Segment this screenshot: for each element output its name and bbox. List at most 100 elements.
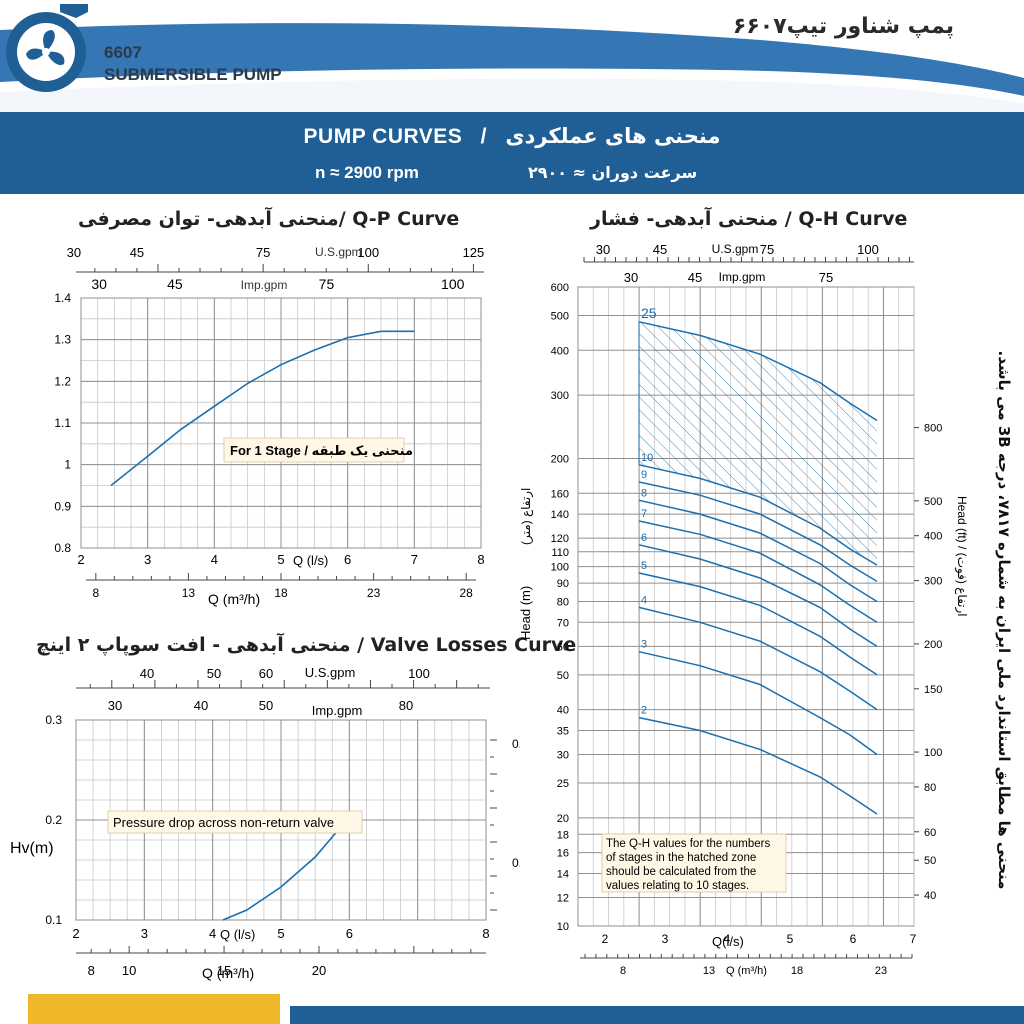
qh-y-tick-label: 14	[557, 868, 569, 880]
qp-impgpm-tick-label: 100	[441, 276, 465, 292]
qh-chart-title: منحنی آبدهی- فشار / Q-H Curve	[590, 208, 908, 230]
qh-impgpm-axis: 30 45 75 Imp.gpm	[624, 270, 833, 285]
qp-y-tick-label: 1	[64, 458, 71, 472]
qh-curve-stage-9	[638, 481, 878, 583]
qh-curve-stage-4	[638, 606, 878, 711]
qp-x-tick-label: 2	[77, 552, 84, 567]
qp-impgpm-tick-label: 75	[319, 276, 335, 292]
qp-m3h-axis: 8 13 18 23 28 Q (m³/h)	[86, 573, 476, 607]
qh-curve-label: 7	[641, 508, 647, 520]
qp-x-tick-label: 8	[477, 552, 484, 567]
speed-en: n ≈ 2900 rpm	[315, 163, 419, 182]
qh-y-tick-label: 18	[557, 829, 569, 841]
qp-impgpm-label: Imp.gpm	[241, 278, 288, 292]
qh-right-tick-label: 500	[924, 496, 942, 508]
banner-separator: /	[480, 125, 487, 148]
valve-impgpm-axis: 30 40 50 80 Imp.gpm	[108, 698, 413, 718]
qp-curve-line	[110, 330, 415, 487]
qh-right-tick-label: 300	[924, 576, 942, 588]
qp-m3h-tick-label: 23	[367, 586, 381, 600]
qh-y-tick-label: 400	[551, 345, 569, 357]
qp-note-text: For 1 Stage / منحنی یک طبقه	[230, 443, 413, 458]
qh-usgpm-tick-label: 100	[857, 242, 879, 257]
valve-y-tick-label: 0.3	[45, 713, 62, 727]
qh-curve-label: 25	[641, 305, 657, 321]
valve-impgpm-label: Imp.gpm	[312, 703, 363, 718]
qh-chart: 30 45 75 100 U.S.gpm 30 45 75 Imp.gpm 2510987…	[518, 242, 969, 977]
qh-note-line: The Q-H values for the numbers	[606, 838, 771, 850]
qh-right-tick-label: 80	[924, 782, 936, 794]
qh-y-tick-label: 90	[557, 578, 569, 590]
qh-y-tick-label: 16	[557, 848, 569, 860]
qh-m3h-label: Q (m³/h)	[726, 965, 767, 977]
qp-x-tick-label: 4	[211, 552, 218, 567]
qh-y-tick-label: 35	[557, 725, 569, 737]
valve-m3h-axis: 8 10 15 20 Q (m³/h)	[76, 946, 486, 981]
qh-curve-label: 8	[641, 487, 647, 499]
qh-m3h-tick-label: 23	[875, 965, 887, 977]
qh-curve-stage-10	[638, 464, 878, 566]
qh-impgpm-label: Imp.gpm	[719, 270, 766, 284]
qh-y-tick-label: 600	[551, 282, 569, 294]
qh-x-label: Q(l/s)	[712, 934, 744, 949]
qh-hatched-zone	[639, 321, 877, 566]
qh-y-tick-label: 80	[557, 596, 569, 608]
valve-note-text: Pressure drop across non-return valve	[113, 815, 334, 830]
qh-y-tick-label: 12	[557, 893, 569, 905]
qp-y-tick-label: 0.9	[54, 499, 71, 513]
valve-impgpm-tick-label: 80	[399, 698, 413, 713]
qh-y-tick-label: 25	[557, 778, 569, 790]
qp-m3h-tick-label: 28	[460, 586, 474, 600]
standard-note: منحنی ها مطابق استاندارد ملی ایران به شم…	[984, 350, 1024, 890]
qh-impgpm-tick-label: 45	[688, 270, 702, 285]
valve-chart: 40 50 60 100 U.S.gpm 30 40 50 80 Imp.gpm 0.1 0.…	[10, 665, 520, 981]
qp-y-tick-label: 1.1	[54, 416, 71, 430]
valve-right-tick-label: 0.5	[512, 856, 520, 870]
valve-impgpm-tick-label: 40	[194, 698, 208, 713]
valve-m3h-label: Q (m³/h)	[202, 965, 254, 981]
qh-y-tick-label: 200	[551, 453, 569, 465]
valve-m3h-tick-label: 15	[217, 963, 231, 978]
qh-usgpm-tick-label: 75	[760, 242, 774, 257]
valve-y-label: Hv(m)	[10, 840, 54, 857]
qp-chart-title: منحنی آبدهی- توان مصرفی/ Q-P Curve	[78, 208, 460, 230]
valve-usgpm-tick-label: 60	[259, 666, 273, 681]
qh-curve-label: 9	[641, 469, 647, 481]
qh-right-tick-label: 800	[924, 423, 942, 435]
qh-y-tick-label: 140	[551, 509, 569, 521]
qh-curve-stage-2	[638, 716, 878, 815]
qh-curve-label: 6	[641, 532, 647, 544]
valve-chart-title: منحنی آبدهی - افت سوپاپ ۲ اینچ / Valve L…	[36, 634, 577, 656]
qp-usgpm-tick-label: 30	[67, 245, 81, 260]
qp-m3h-tick-label: 8	[92, 586, 99, 600]
qh-y-tick-label: 100	[551, 562, 569, 574]
speed-fa: سرعت دوران ≈ ۲۹۰۰	[528, 163, 698, 182]
qh-curve-label: 4	[641, 594, 647, 606]
valve-impgpm-tick-label: 50	[259, 698, 273, 713]
valve-x-tick-label: 4	[209, 926, 216, 941]
qh-y-tick-label: 70	[557, 617, 569, 629]
qp-x-label: Q (l/s)	[293, 553, 328, 568]
valve-x-tick-label: 2	[72, 926, 79, 941]
valve-right-tick-label: 0.9	[512, 737, 520, 751]
valve-m3h-tick-label: 8	[88, 963, 95, 978]
qp-y-tick-label: 1.2	[54, 374, 71, 388]
qh-note-line: values relating to 10 stages.	[606, 880, 749, 892]
qh-curve-stage-25	[638, 321, 878, 422]
qp-impgpm-axis: 30 45 75 100 Imp.gpm	[91, 276, 464, 292]
qh-note-line: of stages in the hatched zone	[606, 852, 756, 864]
valve-impgpm-tick-label: 30	[108, 698, 122, 713]
qh-y-label-fa: ارتفاع (متر)	[519, 488, 534, 545]
qh-curve-label: 2	[641, 705, 647, 717]
qh-right-tick-label: 100	[924, 747, 942, 759]
qh-curve-stage-5	[638, 572, 878, 676]
qh-right-label: Head (ft) / (فوت) ارتفاع	[954, 496, 969, 617]
qh-x-tick-label: 4	[724, 932, 731, 946]
qh-usgpm-tick-label: 45	[653, 242, 667, 257]
qp-impgpm-tick-label: 30	[91, 276, 107, 292]
qh-m3h-tick-label: 8	[620, 965, 626, 977]
qp-usgpm-axis: 30 45 75 100 125 U.S.gpm	[67, 245, 484, 273]
qh-curve-stage-6	[638, 544, 878, 648]
valve-y-tick-label: 0.1	[45, 913, 62, 927]
valve-y-tick-label: 0.2	[45, 813, 62, 827]
